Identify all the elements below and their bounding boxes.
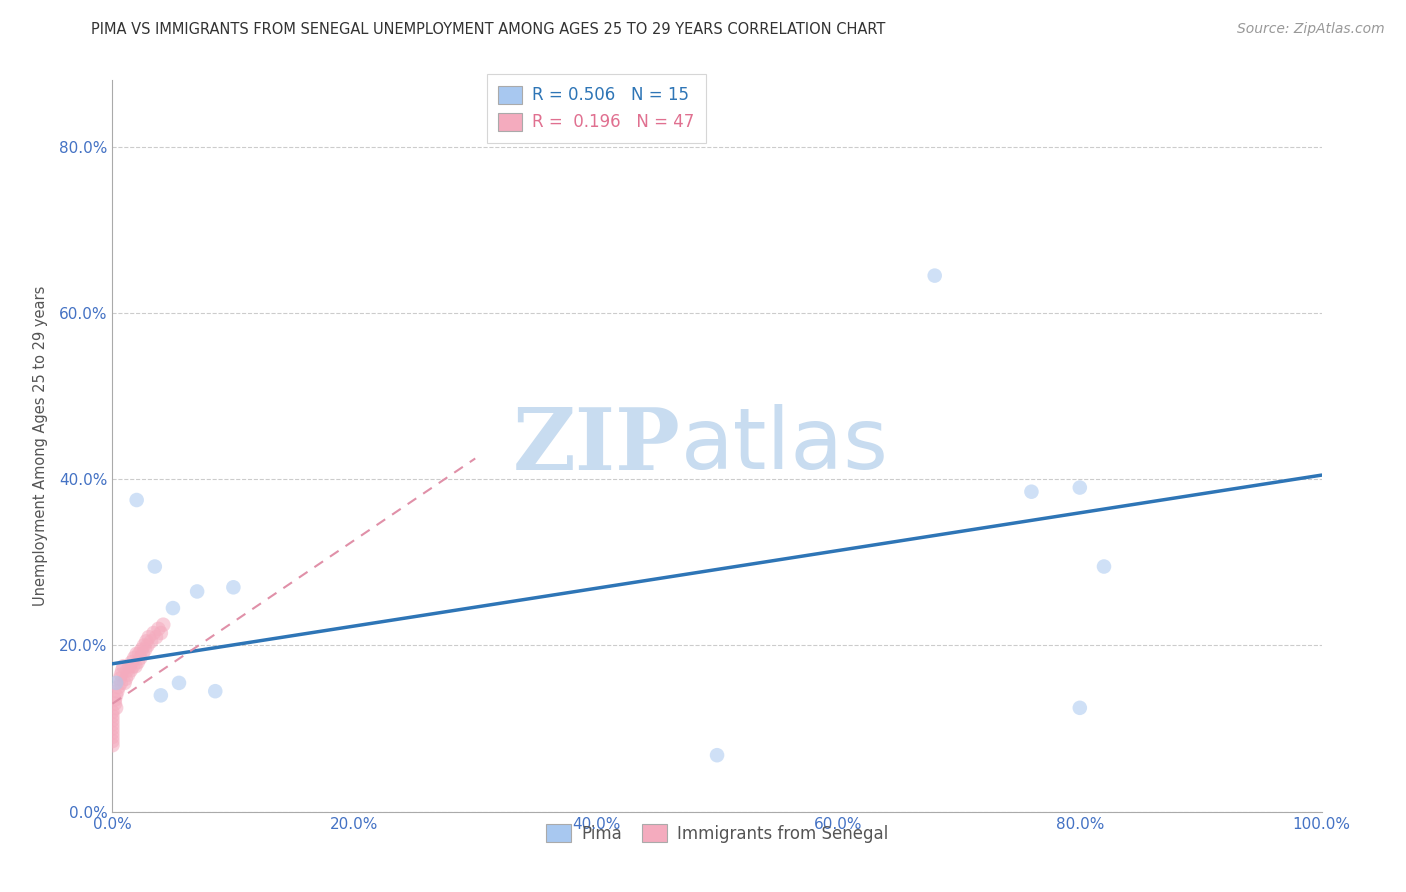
Point [101,738,124,752]
Point [107,680,129,694]
Text: ZIP: ZIP [513,404,681,488]
Point [135,634,157,648]
Point [167,676,190,690]
Point [104,692,127,706]
Point [118,659,141,673]
Point [222,580,245,594]
Point [115,664,138,678]
Point [112,659,135,673]
Point [132,639,155,653]
Point [114,676,136,690]
Point [122,659,145,673]
Point [122,651,145,665]
Point [101,725,124,739]
Point [101,714,124,728]
Point [1092,559,1115,574]
Point [706,748,728,763]
Point [125,647,148,661]
Text: atlas: atlas [681,404,889,488]
Point [132,647,155,661]
Point [120,664,142,678]
Point [105,689,128,703]
Point [1021,484,1043,499]
Point [101,717,124,731]
Legend: Pima, Immigrants from Senegal: Pima, Immigrants from Senegal [537,815,897,851]
Point [101,722,124,736]
Point [186,584,208,599]
Point [162,601,184,615]
Point [108,672,131,686]
Point [117,667,139,681]
Text: Source: ZipAtlas.com: Source: ZipAtlas.com [1237,22,1385,37]
Point [143,559,166,574]
Point [104,697,127,711]
Point [1069,481,1091,495]
Point [924,268,946,283]
Point [105,701,128,715]
Point [101,734,124,748]
Point [121,655,143,669]
Text: PIMA VS IMMIGRANTS FROM SENEGAL UNEMPLOYMENT AMONG AGES 25 TO 29 YEARS CORRELATI: PIMA VS IMMIGRANTS FROM SENEGAL UNEMPLOY… [91,22,886,37]
Point [124,659,146,673]
Point [114,672,136,686]
Point [1069,701,1091,715]
Point [152,617,174,632]
Point [105,684,128,698]
Point [101,730,124,744]
Point [204,684,226,698]
Point [149,626,172,640]
Point [136,639,159,653]
Point [148,622,170,636]
Y-axis label: Unemployment Among Ages 25 to 29 years: Unemployment Among Ages 25 to 29 years [32,285,48,607]
Point [101,709,124,723]
Point [149,689,172,703]
Point [101,705,124,719]
Point [142,626,165,640]
Point [127,655,149,669]
Point [134,642,156,657]
Point [128,647,150,661]
Point [131,642,153,657]
Point [110,676,132,690]
Point [110,667,132,681]
Point [145,630,167,644]
Point [138,630,160,644]
Point [125,493,148,508]
Point [105,676,128,690]
Point [141,634,163,648]
Point [129,651,152,665]
Point [111,664,134,678]
